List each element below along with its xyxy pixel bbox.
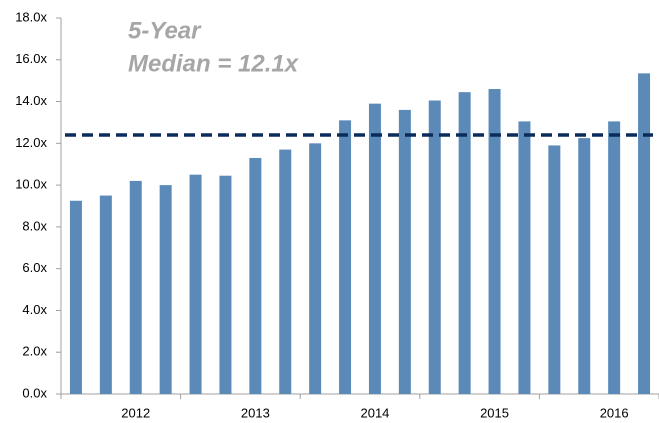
- bar: [458, 92, 471, 395]
- bar: [129, 180, 142, 394]
- bar: [518, 121, 531, 395]
- bar: [339, 120, 352, 394]
- bar: [189, 174, 202, 394]
- y-tick-label: 6.0x: [22, 260, 47, 275]
- bar: [638, 73, 651, 394]
- bar: [578, 138, 591, 394]
- x-tick-label: 2014: [360, 405, 389, 420]
- bar: [249, 157, 262, 394]
- bar: [279, 149, 292, 394]
- bar: [219, 175, 232, 394]
- x-tick-label: 2013: [241, 405, 270, 420]
- annotation: Median = 12.1x: [128, 50, 300, 77]
- bar: [159, 185, 172, 394]
- y-tick-label: 10.0x: [15, 177, 47, 192]
- x-tick-label: 2016: [600, 405, 629, 420]
- bar: [488, 89, 501, 395]
- y-tick-label: 8.0x: [22, 218, 47, 233]
- annotation: 5-Year: [128, 17, 202, 44]
- y-tick-label: 18.0x: [15, 9, 47, 24]
- y-tick-label: 12.0x: [15, 135, 47, 150]
- y-tick-label: 14.0x: [15, 93, 47, 108]
- bar: [548, 145, 561, 394]
- bar: [608, 121, 621, 395]
- bar: [368, 103, 381, 395]
- bar: [69, 200, 82, 394]
- y-tick-label: 16.0x: [15, 51, 47, 66]
- bar: [309, 143, 322, 394]
- y-tick-label: 4.0x: [22, 302, 47, 317]
- y-tick-label: 0.0x: [22, 385, 47, 400]
- bar: [398, 109, 411, 395]
- x-tick-label: 2012: [121, 405, 150, 420]
- bar: [428, 100, 441, 394]
- y-tick-label: 2.0x: [22, 344, 47, 359]
- x-tick-label: 2015: [480, 405, 509, 420]
- bar: [99, 195, 112, 394]
